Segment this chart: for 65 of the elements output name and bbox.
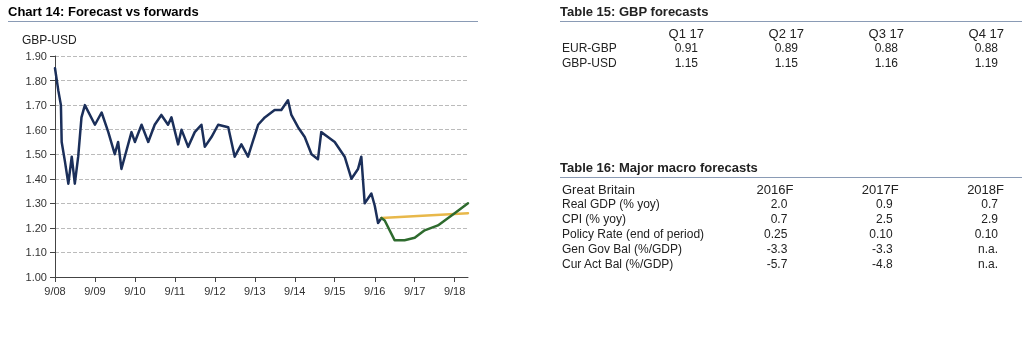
y-tick-label: 1.50 [25,148,47,161]
text: 0.91 [674,41,698,55]
category-label: Policy Rate (end of period) [562,227,705,241]
text: 0.9 [875,197,893,211]
text: Table 16: Major macro forecasts [560,160,1022,178]
text: 2.5 [875,212,893,226]
y-tick-label: 1.30 [25,197,47,210]
y-axis-title: GBP-USD [22,33,78,47]
category-label: Q2 17 [767,26,805,41]
text: 0.10 [869,227,893,241]
x-tick-label: 9/18 [443,284,466,297]
line-series [53,67,383,225]
category-label: 2016F [755,182,795,197]
x-tick-label: 9/16 [364,284,386,297]
y-tick-label: 1.20 [25,221,47,234]
text: 2.9 [981,212,998,226]
text: n.a. [977,242,998,256]
text: 2.0 [770,197,788,211]
category-label: Cur Act Bal (%/GDP) [562,257,674,271]
text: 0.88 [874,41,898,55]
y-tick-label: 1.90 [25,50,47,62]
text: 0.88 [974,41,998,55]
y-tick-label: 1.80 [25,74,47,87]
text: 1.16 [874,56,898,70]
y-tick-label: 1.00 [25,271,47,283]
category-label: EUR-GBP [562,41,617,55]
x-tick-label: 9/09 [84,284,106,297]
category-label: Q4 17 [967,26,1005,41]
text: n.a. [977,257,998,271]
category-label: Real GDP (% yoy) [562,197,660,211]
text: 1.19 [974,56,998,70]
x-tick-label: 9/12 [204,284,226,297]
text: 0.10 [974,227,998,241]
text: 1.15 [674,56,698,70]
text: -5.7 [766,257,788,271]
y-tick-label: 1.40 [25,172,47,185]
category-label: Gen Gov Bal (%/GDP) [562,242,683,256]
text: -3.3 [766,242,788,256]
chart-title: Chart 14: Forecast vs forwards [8,4,478,22]
text: 1.15 [774,56,798,70]
y-tick-label: 1.10 [25,246,47,259]
text: 0.7 [981,197,998,211]
x-tick-label: 9/11 [164,284,186,297]
x-tick-label: 9/15 [324,284,346,297]
category-label: Q3 17 [867,26,905,41]
x-tick-label: 9/10 [124,284,146,297]
text: 0.25 [764,227,788,241]
category-label: 2017F [860,182,900,197]
text: Great Britain [561,182,636,197]
y-tick-label: 1.70 [25,99,47,112]
category-label: 2018F [966,182,1005,197]
text: 0.89 [774,41,798,55]
text: 0.7 [770,212,788,226]
x-tick-label: 9/17 [404,284,426,297]
x-tick-label: 9/13 [244,284,266,297]
text: -3.3 [871,242,893,256]
x-tick-label: 9/14 [284,284,306,297]
x-tick-label: 9/08 [44,284,66,297]
category-label: Q1 17 [667,26,705,41]
y-tick-label: 1.60 [25,123,47,136]
text: -4.8 [871,257,893,271]
text: Table 15: GBP forecasts [560,4,1022,22]
line-series [380,202,470,242]
category-label: CPI (% yoy) [562,212,627,226]
category-label: GBP-USD [562,56,617,70]
